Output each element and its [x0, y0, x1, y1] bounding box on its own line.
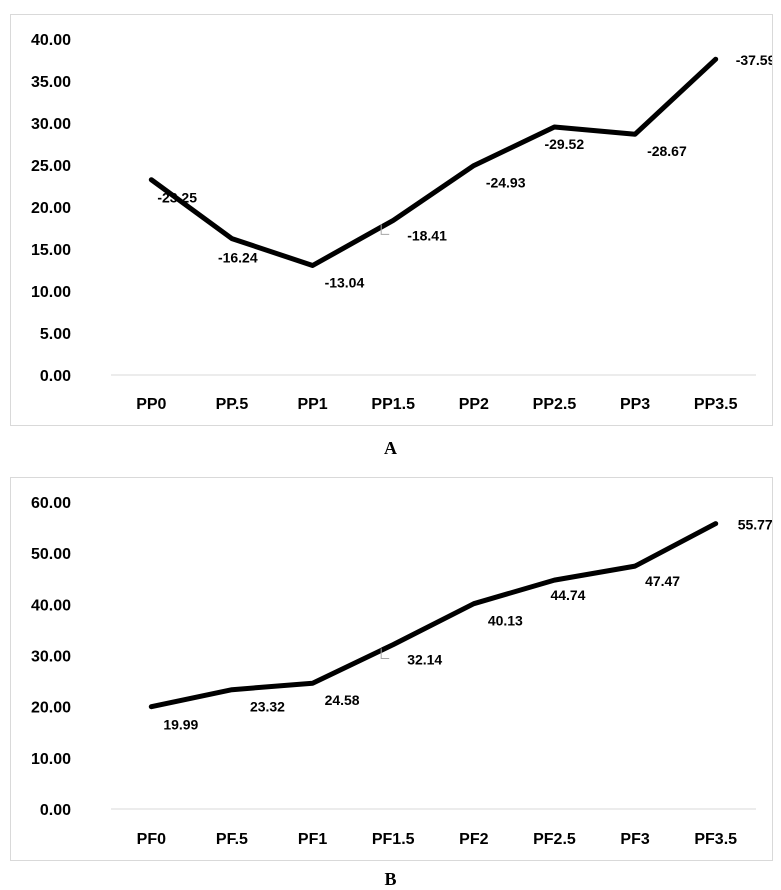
chart-a-series-line — [148, 56, 719, 268]
chart-a-data-label: -24.93 — [486, 175, 526, 191]
chart-a-caption: A — [384, 438, 397, 458]
chart-a-data-label: -23.25 — [157, 190, 197, 206]
chart-a-point — [312, 264, 314, 266]
chart-b-y-tick: 40.00 — [31, 597, 71, 614]
chart-b-x-tick: PF2 — [459, 831, 488, 848]
chart-a-y-tick: 5.00 — [40, 326, 71, 343]
chart-b-point — [715, 523, 717, 525]
chart-a-data-label: -29.52 — [544, 136, 584, 152]
chart-b-x-tick: PF2.5 — [533, 831, 576, 848]
chart-a-x-tick: PP3 — [620, 396, 650, 413]
chart-a-y-tick: 15.00 — [31, 242, 71, 259]
chart-a-point — [392, 219, 394, 221]
chart-a-x-tick: PP2.5 — [533, 396, 577, 413]
chart-b-data-label: 47.47 — [645, 573, 680, 589]
chart-a-x-tick: PP2 — [459, 396, 489, 413]
chart-a-panel: 0.00 5.00 10.00 15.00 20.00 25.00 30.00 35.00 40… — [10, 14, 776, 426]
chart-a-y-tick: 25.00 — [31, 158, 71, 175]
chart-b-point — [312, 682, 314, 684]
chart-a-point — [715, 58, 717, 60]
chart-b-x-tick: PF3 — [620, 831, 649, 848]
chart-b-y-tick: 10.00 — [31, 751, 71, 768]
chart-a-x-tick: PP0 — [136, 396, 166, 413]
chart-a-point — [553, 126, 555, 128]
chart-b-y-tick: 50.00 — [31, 546, 71, 563]
chart-a-data-label: -18.41 — [407, 227, 447, 243]
chart-b-x-tick: PF0 — [137, 831, 166, 848]
chart-a-y-tick: 10.00 — [31, 284, 71, 301]
chart-b-series-line — [148, 521, 719, 710]
chart-b-y-tick: 0.00 — [40, 802, 71, 819]
chart-b-data-label: 32.14 — [407, 652, 442, 668]
chart-a-x-tick: PP1.5 — [371, 396, 415, 413]
chart-b-x-tick: PF1.5 — [372, 831, 415, 848]
chart-b-label-leader — [380, 648, 390, 660]
chart-a: 0.00 5.00 10.00 15.00 20.00 25.00 30.00 35.00 40… — [31, 32, 776, 413]
chart-a-y-tick: 20.00 — [31, 200, 71, 217]
chart-a-data-label: -37.59 — [736, 52, 772, 68]
chart-b-data-label: 19.99 — [163, 717, 198, 733]
chart-a-y-tick: 0.00 — [40, 368, 71, 385]
chart-b-point — [150, 706, 152, 708]
chart-a-point — [473, 165, 475, 167]
chart-b-y-tick: 20.00 — [31, 700, 71, 717]
chart-b: 0.00 10.00 20.00 30.00 40.00 50.00 60.00 PF0 PF.… — [31, 495, 773, 848]
chart-b-caption: B — [384, 869, 397, 889]
chart-a-point — [231, 238, 233, 240]
chart-a-x-tick: PP1 — [297, 396, 327, 413]
chart-b-data-label: 55.77 — [738, 517, 772, 533]
chart-a-data-label: -13.04 — [325, 274, 365, 290]
chart-b-panel: 0.00 10.00 20.00 30.00 40.00 50.00 60.00 PF0 PF.… — [10, 477, 773, 861]
chart-b-point — [231, 689, 233, 691]
chart-a-y-tick: 35.00 — [31, 74, 71, 91]
chart-a-x-tick: PP.5 — [216, 396, 249, 413]
chart-b-data-label: 40.13 — [488, 613, 523, 629]
chart-a-data-label: -16.24 — [218, 250, 258, 266]
chart-b-x-tick: PF.5 — [216, 831, 248, 848]
chart-a-x-tick: PP3.5 — [694, 396, 738, 413]
chart-b-data-label: 24.58 — [325, 692, 360, 708]
chart-a-y-tick: 40.00 — [31, 32, 71, 49]
chart-b-point — [473, 603, 475, 605]
chart-b-x-tick: PF1 — [298, 831, 327, 848]
chart-b-point — [553, 579, 555, 581]
chart-a-data-label: -28.67 — [647, 143, 687, 159]
chart-b-data-label: 44.74 — [550, 587, 585, 603]
chart-a-point — [634, 133, 636, 135]
chart-b-data-label: 23.32 — [250, 699, 285, 715]
chart-b-point — [392, 644, 394, 646]
chart-b-y-tick: 30.00 — [31, 649, 71, 666]
chart-b-point — [634, 565, 636, 567]
chart-a-y-tick: 30.00 — [31, 116, 71, 133]
chart-b-x-tick: PF3.5 — [694, 831, 737, 848]
chart-b-y-tick: 60.00 — [31, 495, 71, 512]
chart-a-point — [150, 179, 152, 181]
chart-a-label-leader — [380, 224, 390, 235]
